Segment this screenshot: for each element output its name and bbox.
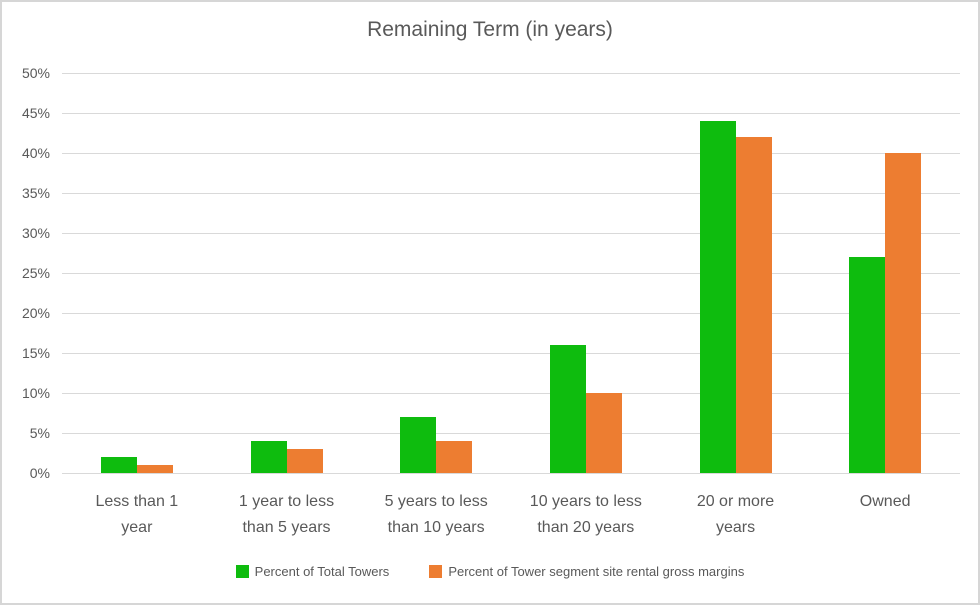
bar-series2-1-year-to-less-than-5-years xyxy=(286,449,323,473)
y-axis-tick-label: 10% xyxy=(21,385,50,401)
x-axis-label-line: years xyxy=(715,519,756,536)
x-axis-label-line: 5 years to less xyxy=(384,493,488,510)
x-axis-category-label: Less than 1 year xyxy=(57,489,217,541)
gridline-5% xyxy=(62,433,960,434)
x-axis-category-label: 1 year to less than 5 years xyxy=(207,489,367,541)
gridline-50% xyxy=(62,73,960,74)
bar-series2-less-than-1-year xyxy=(136,465,173,473)
bar-series1-5-years-to-less-than-10-years xyxy=(400,417,437,473)
bar-series1-owned xyxy=(849,257,886,473)
bar-series1-20-or-more-years xyxy=(699,121,736,473)
gridline-45% xyxy=(62,113,960,114)
legend: Percent of Total Towers Percent of Tower … xyxy=(2,565,978,578)
gridline-25% xyxy=(62,273,960,274)
x-axis-label-line: Owned xyxy=(859,493,911,510)
x-axis-category-label: Owned xyxy=(805,489,965,515)
bar-series2-20-or-more-years xyxy=(735,137,772,473)
legend-swatch-icon xyxy=(429,565,443,578)
legend-item-series1: Percent of Total Towers xyxy=(235,564,390,579)
x-axis-category-label: 20 or more years xyxy=(656,489,816,541)
y-axis-tick-label: 45% xyxy=(21,105,50,121)
y-axis-tick-label: 35% xyxy=(21,185,50,201)
x-axis-label-line: than 5 years xyxy=(242,519,331,536)
bar-series2-owned xyxy=(885,153,922,473)
gridline-30% xyxy=(62,233,960,234)
x-axis-label-line: 1 year to less xyxy=(238,493,335,510)
gridline-35% xyxy=(62,193,960,194)
legend-swatch-icon xyxy=(235,565,249,578)
x-axis-label-line: than 10 years xyxy=(387,519,485,536)
bar-series1-1-year-to-less-than-5-years xyxy=(250,441,287,473)
y-axis-tick-label: 0% xyxy=(29,465,50,481)
gridline-10% xyxy=(62,393,960,394)
gridline-40% xyxy=(62,153,960,154)
chart-title: Remaining Term (in years) xyxy=(367,18,613,41)
bar-series2-10-years-to-less-than-20-years xyxy=(585,393,622,473)
legend-item-series2: Percent of Tower segment site rental gro… xyxy=(429,565,744,578)
gridline-0% xyxy=(62,473,960,474)
x-axis-label-line: 10 years to less xyxy=(529,493,642,510)
y-axis-tick-label: 15% xyxy=(21,345,50,361)
y-axis-tick-label: 50% xyxy=(21,65,50,81)
y-axis-tick-label: 30% xyxy=(21,225,50,241)
x-axis-label-line: than 20 years xyxy=(537,519,635,536)
x-axis-label-line: year xyxy=(121,519,153,536)
x-axis-label-line: 20 or more xyxy=(696,493,775,510)
y-axis-tick-label: 40% xyxy=(21,145,50,161)
gridline-20% xyxy=(62,313,960,314)
bar-series2-5-years-to-less-than-10-years xyxy=(436,441,473,473)
legend-label: Percent of Total Towers xyxy=(254,564,390,579)
bar-series1-less-than-1-year xyxy=(100,457,137,473)
y-axis-tick-label: 5% xyxy=(29,425,50,441)
gridline-15% xyxy=(62,353,960,354)
legend-label: Percent of Tower segment site rental gro… xyxy=(448,564,745,579)
x-axis-label-line: Less than 1 xyxy=(95,493,179,510)
x-axis-category-label: 10 years to less than 20 years xyxy=(506,489,666,541)
bar-series1-10-years-to-less-than-20-years xyxy=(549,345,586,473)
y-axis-tick-label: 25% xyxy=(21,265,50,281)
y-axis-tick-label: 20% xyxy=(21,305,50,321)
x-axis-category-label: 5 years to less than 10 years xyxy=(356,489,516,541)
